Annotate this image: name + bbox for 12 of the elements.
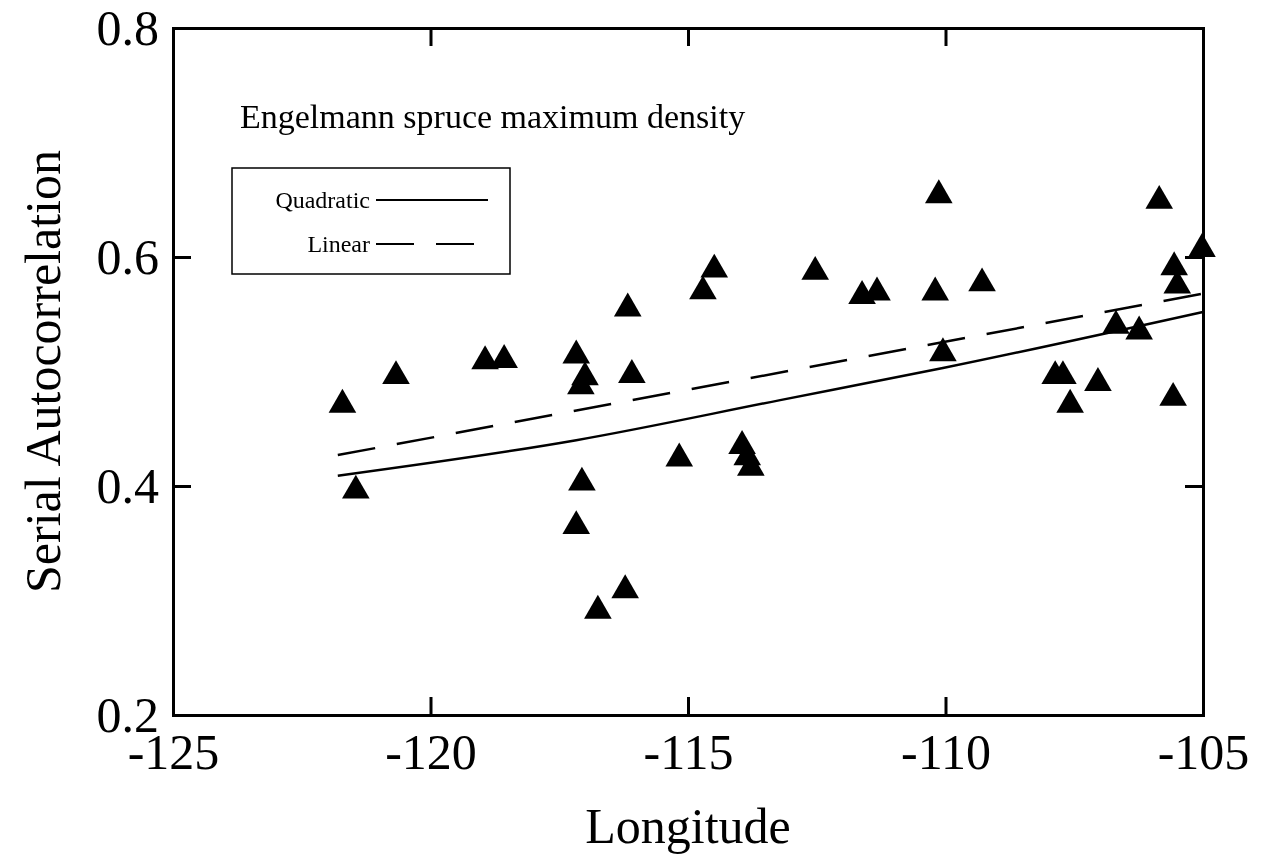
text: Engelmann spruce maximum density (240, 98, 746, 135)
legend-label: Quadratic (275, 187, 370, 213)
x-tick-label: -110 (901, 724, 991, 780)
x-axis-title: Longitude (585, 798, 791, 854)
legend-label: Linear (307, 231, 371, 257)
y-tick-label: 0.8 (96, 0, 159, 56)
x-tick-label: -120 (385, 724, 477, 780)
x-tick-label: -105 (1157, 724, 1250, 780)
x-tick-label: -115 (643, 724, 734, 780)
y-tick-label: 0.4 (96, 457, 159, 514)
y-axis-title: Serial Autocorrelation (15, 150, 71, 593)
y-tick-label: 0.6 (96, 228, 159, 285)
